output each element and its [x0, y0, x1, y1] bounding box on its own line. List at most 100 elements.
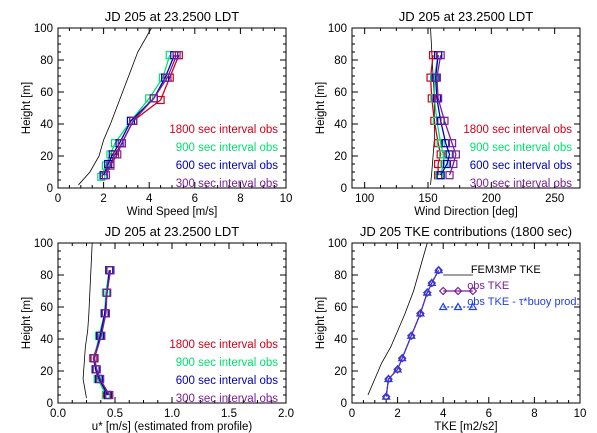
data-point	[434, 159, 443, 169]
data-point	[145, 94, 154, 103]
data-point	[468, 302, 478, 311]
data-point	[383, 374, 394, 383]
y-tick-label: 80	[40, 55, 53, 67]
data-point	[397, 353, 407, 362]
data-point	[172, 51, 181, 60]
data-point	[101, 309, 110, 318]
x-tick-label: 10	[574, 408, 587, 420]
legend-label: 900 sec interval obs	[176, 357, 279, 369]
x-tick-label: 8	[237, 193, 243, 205]
x-tick-label: 0	[55, 193, 61, 205]
data-point	[442, 159, 452, 169]
data-point	[439, 150, 448, 159]
data-point	[436, 171, 445, 180]
data-point	[397, 353, 407, 363]
legend-label: 900 sec interval obs	[470, 142, 573, 154]
data-point	[393, 365, 402, 374]
data-point	[449, 159, 458, 169]
legend-label: 1800 sec interval obs	[169, 124, 278, 136]
y-tick-label: 0	[47, 183, 53, 195]
data-point	[97, 331, 106, 340]
chart-title: JD 205 at 23.2500 LDT	[105, 9, 239, 24]
data-point	[96, 374, 105, 384]
y-tick-label: 80	[40, 270, 53, 282]
model-line	[82, 242, 93, 399]
data-point	[406, 331, 416, 339]
legend-label: 300 sec interval obs	[176, 393, 279, 405]
panel-tke: JD 205 TKE contributions (1800 sec) TKE …	[315, 224, 586, 433]
chart-title: JD 205 at 23.2500 LDT	[105, 224, 239, 239]
data-point	[441, 139, 450, 148]
data-point	[381, 392, 391, 401]
legend-label: 300 sec interval obs	[470, 178, 573, 190]
data-point	[406, 331, 416, 341]
legend-label: 1800 sec interval obs	[463, 124, 572, 136]
y-tick-label: 20	[334, 366, 347, 378]
data-point	[445, 171, 454, 180]
data-point	[393, 364, 403, 373]
x-tick-label: 8	[531, 408, 537, 420]
y-axis-label: Height [m]	[315, 82, 327, 134]
y-tick-label: 80	[334, 55, 347, 67]
panel-wind-speed: JD 205 at 23.2500 LDT Wind Speed [m/s] H…	[21, 9, 292, 218]
data-point	[434, 265, 443, 275]
x-tick-label: 250	[545, 193, 564, 205]
data-point	[384, 374, 393, 384]
y-tick-label: 60	[40, 87, 53, 99]
y-tick-label: 100	[34, 238, 53, 250]
y-tick-label: 80	[334, 270, 347, 282]
panel-wind-direction: JD 205 at 23.2500 LDT Wind Direction [de…	[315, 9, 581, 218]
data-point	[436, 51, 445, 60]
data-point	[97, 172, 106, 181]
data-point	[129, 116, 138, 125]
x-tick-label: 4	[440, 408, 447, 420]
y-tick-label: 100	[328, 238, 347, 250]
y-tick-label: 40	[40, 334, 53, 346]
legend-label: obs TKE	[467, 280, 509, 292]
y-axis-label: Height [m]	[21, 82, 33, 134]
x-tick-label: 2.0	[278, 408, 294, 420]
data-point	[92, 365, 101, 374]
data-point	[468, 286, 478, 296]
chart-title: JD 205 at 23.2500 LDT	[399, 9, 533, 24]
data-point	[451, 150, 460, 159]
x-axis-label: Wind Direction [deg]	[414, 206, 518, 218]
x-tick-label: 150	[418, 193, 437, 205]
y-tick-label: 0	[341, 183, 347, 195]
y-tick-label: 40	[334, 119, 347, 131]
data-point	[427, 278, 437, 288]
legend-label: 600 sec interval obs	[470, 160, 573, 172]
legend-label: 600 sec interval obs	[176, 160, 279, 172]
x-tick-label: 100	[355, 193, 374, 205]
data-point	[163, 73, 172, 82]
data-point	[90, 354, 99, 363]
data-point	[447, 139, 457, 148]
legend-label: FEM3MP TKE	[471, 264, 541, 276]
y-axis-label: Height [m]	[315, 297, 327, 349]
x-tick-label: 6	[192, 193, 198, 205]
data-point	[106, 266, 115, 275]
y-tick-label: 0	[341, 398, 347, 410]
legend-label: obs TKE - τ*buoy prod.	[467, 296, 579, 308]
data-point	[381, 391, 391, 400]
data-point	[440, 116, 449, 125]
data-point	[105, 390, 114, 400]
x-tick-label: 0.5	[107, 408, 123, 420]
y-tick-label: 100	[328, 23, 347, 35]
legend-label: 1800 sec interval obs	[169, 339, 278, 351]
data-point	[438, 286, 448, 296]
panel-ustar: JD 205 at 23.2500 LDT u* [m/s] (estimate…	[21, 224, 294, 433]
data-point	[416, 309, 425, 318]
y-tick-label: 20	[40, 366, 53, 378]
data-point	[453, 286, 463, 296]
x-tick-label: 6	[486, 408, 492, 420]
x-tick-label: 2	[100, 193, 106, 205]
y-tick-label: 60	[334, 87, 347, 99]
data-point	[149, 94, 158, 103]
data-point	[422, 288, 432, 297]
x-tick-label: 1.5	[221, 408, 237, 420]
data-point	[415, 308, 425, 317]
y-tick-label: 0	[47, 398, 53, 410]
y-tick-label: 20	[334, 151, 347, 163]
